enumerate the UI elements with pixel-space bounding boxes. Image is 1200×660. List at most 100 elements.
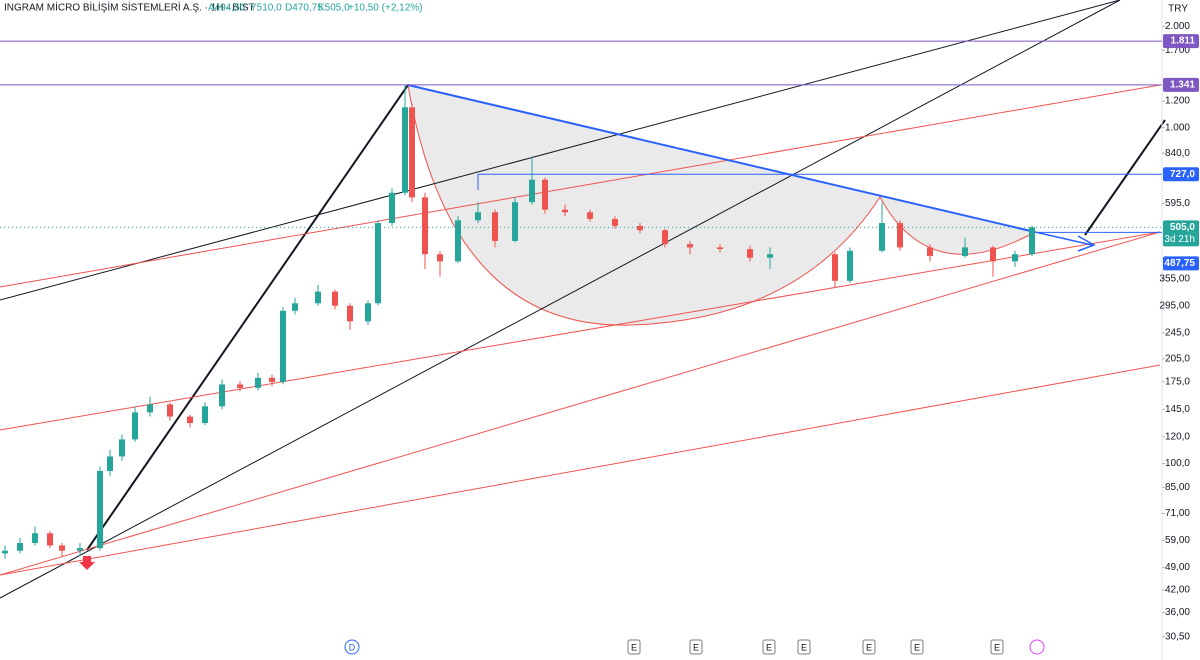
candle-body (202, 406, 208, 424)
candle-body (292, 303, 298, 311)
event-label: E (631, 642, 637, 652)
candle-body (2, 550, 8, 554)
candle-body (587, 212, 593, 219)
event-label: D (349, 642, 356, 652)
candle-body (637, 225, 643, 231)
event-marker (862, 639, 876, 655)
y-tick-label: 205,0 (1165, 353, 1190, 364)
event-label: E (914, 642, 920, 652)
candle-body (97, 471, 103, 549)
symbol-title: INGRAM MİCRO BİLİŞİM SİSTEMLERİ A.Ş. · 1… (4, 1, 255, 14)
y-tick-label: 175,0 (1165, 377, 1190, 388)
price-tag (1163, 220, 1199, 247)
candle-body (409, 107, 415, 198)
countdown: 3d 21h (1164, 234, 1195, 245)
candle-body (717, 247, 723, 250)
y-tick-label: 42,00 (1165, 585, 1190, 596)
candle-body (402, 107, 408, 193)
candle-body (280, 310, 286, 382)
candle-body (990, 247, 996, 262)
candle-body (269, 377, 275, 382)
candle-body (562, 209, 568, 213)
candle-body (879, 223, 885, 251)
ohlc-change: +10,50 (+2,12%) (348, 3, 423, 14)
candle-body (147, 404, 153, 413)
price-tag-label: 1.811 (1171, 36, 1196, 47)
header: INGRAM MİCRO BİLİŞİM SİSTEMLERİ A.Ş. · 1… (4, 1, 1188, 15)
candle-body (512, 202, 518, 241)
price-tag (1163, 77, 1199, 92)
y-tick-label: 1.200 (1165, 96, 1190, 107)
event-label: E (866, 642, 872, 652)
candle-body (107, 456, 113, 472)
candle-body (662, 230, 668, 245)
candle-body (332, 291, 338, 306)
candle-body (897, 223, 903, 248)
price-tag-label: 487,75 (1164, 258, 1195, 269)
y-tick-label: 36,00 (1165, 607, 1190, 618)
candle-body (962, 247, 968, 256)
ohlc-open: A494,50 (208, 3, 246, 14)
candle-body (255, 377, 261, 388)
y-tick-label: 85,00 (1165, 482, 1190, 493)
candle-body (315, 291, 321, 304)
y-tick-label: 100,0 (1165, 458, 1190, 469)
candle-body (219, 384, 225, 407)
candle-body (17, 542, 23, 551)
event-marker (762, 639, 776, 655)
candle-body (132, 412, 138, 440)
candle-body (542, 179, 548, 210)
price-tag (1163, 167, 1199, 182)
candle-body (59, 545, 65, 551)
candle-body (612, 218, 618, 226)
candle-body (389, 192, 395, 224)
candle-body (529, 179, 535, 203)
candle-body (747, 249, 753, 258)
event-label: E (994, 642, 1000, 652)
candle-body (77, 548, 83, 551)
candle-body (187, 416, 193, 424)
alert-icon (1029, 639, 1045, 655)
event-marker (627, 639, 641, 655)
event-marker (990, 639, 1004, 655)
y-tick-label: 595,0 (1165, 198, 1190, 209)
candle-body (1029, 227, 1035, 255)
candle-body (927, 247, 933, 256)
event-label: E (801, 642, 807, 652)
y-tick-label: 59,00 (1165, 535, 1190, 546)
candle-body (375, 223, 381, 304)
y-tick-label: 2.000 (1165, 21, 1190, 32)
currency: TRY (1168, 4, 1188, 15)
price-tag-label: 505,0 (1170, 222, 1195, 233)
candle-body (32, 533, 38, 543)
y-tick-label: 30,50 (1165, 631, 1190, 642)
event-label: E (766, 642, 772, 652)
candle-body (167, 404, 173, 417)
candle-body (847, 250, 853, 281)
candle-body (492, 212, 498, 241)
candle-body (347, 305, 353, 322)
ohlc-close: K505,0 (318, 3, 350, 14)
candle-body (365, 303, 371, 322)
candle-body (237, 384, 243, 388)
y-tick-label: 145,0 (1165, 404, 1190, 415)
event-marker (910, 639, 924, 655)
candle-body (832, 254, 838, 281)
drawings (0, 0, 1166, 660)
y-tick-label: 1.000 (1165, 122, 1190, 133)
candle-body (1012, 254, 1018, 262)
y-tick-label: 355,00 (1159, 273, 1190, 284)
candle-body (455, 220, 461, 262)
price-tag (1163, 34, 1199, 49)
candle-body (767, 254, 773, 258)
y-tick-label: 245,0 (1165, 327, 1190, 338)
y-tick-label: 120,0 (1165, 432, 1190, 443)
y-tick-label: 1.700 (1165, 45, 1190, 56)
y-tick-label: 71,00 (1165, 508, 1190, 519)
ohlc-low: D470,75 (285, 3, 323, 14)
candle-body (47, 533, 53, 546)
candle-body (475, 212, 481, 221)
price-tag-label: 727,0 (1170, 169, 1195, 180)
candle-body (119, 439, 125, 457)
